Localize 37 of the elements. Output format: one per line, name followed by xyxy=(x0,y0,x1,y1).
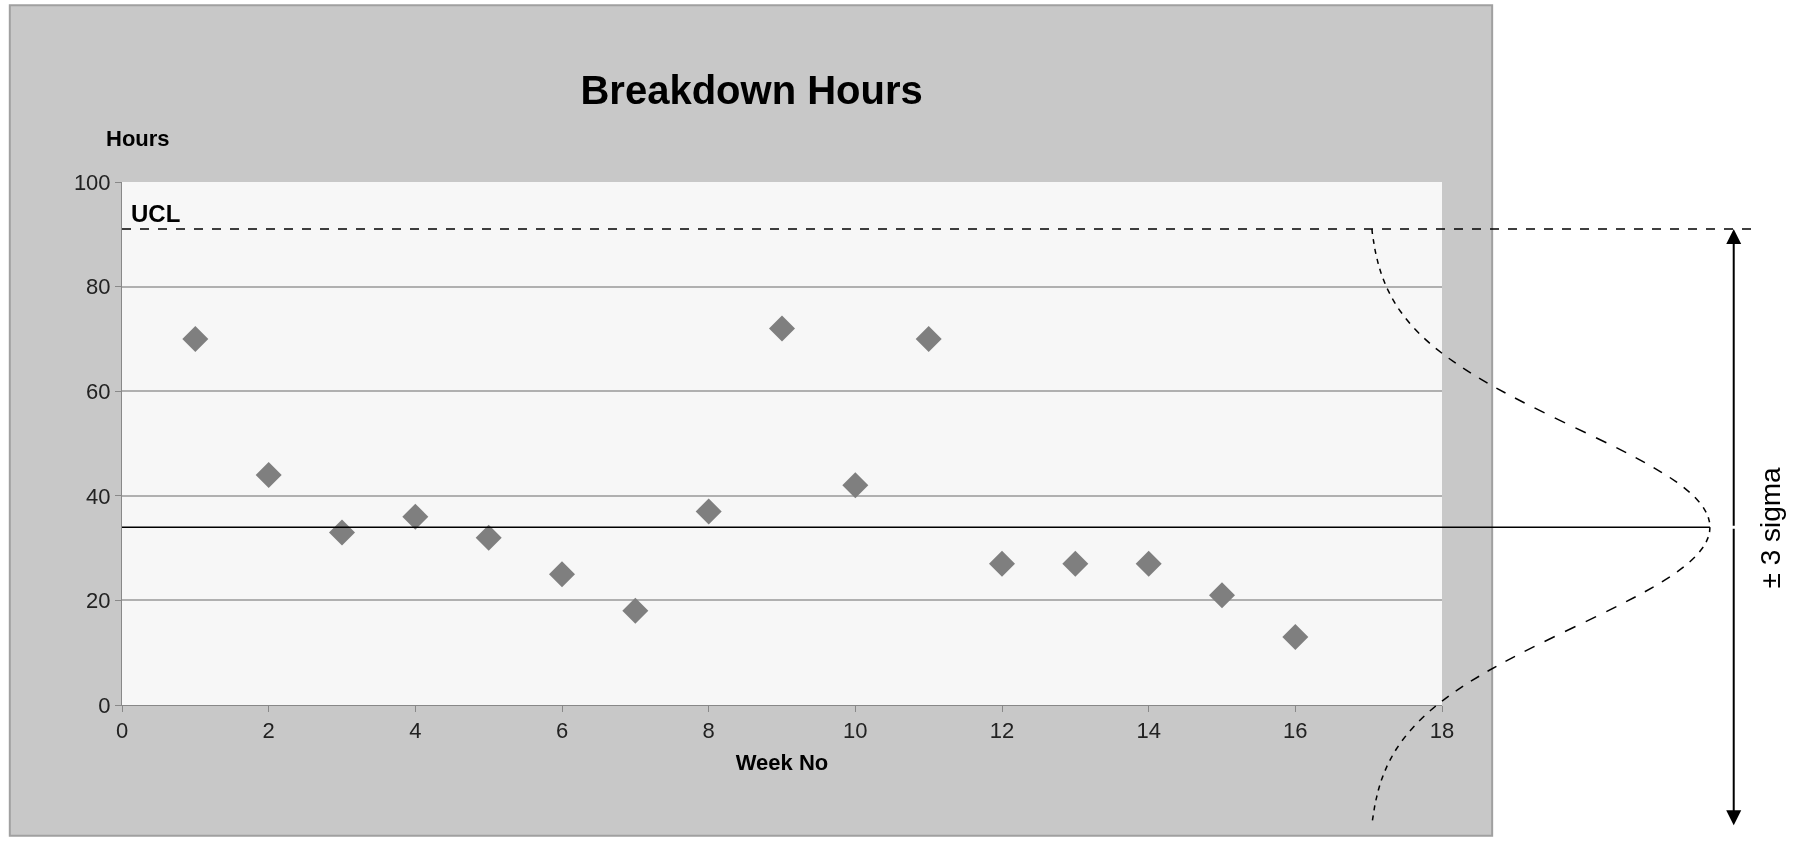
point xyxy=(475,524,502,551)
x-axis-title: Week No xyxy=(735,750,829,776)
x-tick-label: 16 xyxy=(1283,718,1308,744)
point xyxy=(549,561,575,588)
x-tick-label: 6 xyxy=(555,718,569,744)
point xyxy=(255,461,282,488)
x-tick-label: 8 xyxy=(702,718,715,744)
x-tick-label: 10 xyxy=(843,718,868,744)
chart-title: Breakdown Hours xyxy=(580,68,923,112)
y-tick-label: 100 xyxy=(73,169,111,195)
point xyxy=(695,498,722,525)
point xyxy=(329,519,355,546)
point xyxy=(989,550,1015,577)
point xyxy=(622,597,649,624)
y-axis-title: Hours xyxy=(106,126,170,151)
y-tick-label: 80 xyxy=(86,274,111,300)
point xyxy=(402,503,429,530)
point xyxy=(1209,582,1235,609)
point xyxy=(1062,550,1089,577)
point xyxy=(1135,550,1162,577)
point xyxy=(1282,624,1309,651)
point xyxy=(182,325,209,352)
point xyxy=(915,325,942,352)
x-tick-label: 2 xyxy=(262,718,275,744)
y-tick-label: 20 xyxy=(86,588,111,614)
point xyxy=(769,315,795,342)
x-tick-label: 4 xyxy=(409,718,422,744)
x-tick-label: 12 xyxy=(989,718,1015,744)
x-tick-label: 18 xyxy=(1429,718,1455,744)
y-tick-label: 60 xyxy=(86,378,111,404)
ref-line-label: UCL xyxy=(131,200,181,227)
y-tick-label: 40 xyxy=(86,483,111,509)
y-tick-label: 0 xyxy=(98,692,111,718)
point xyxy=(842,472,869,499)
x-tick-label: 14 xyxy=(1136,718,1161,744)
text: ± 3 sigma xyxy=(1755,466,1787,589)
x-tick-label: 0 xyxy=(115,718,129,744)
